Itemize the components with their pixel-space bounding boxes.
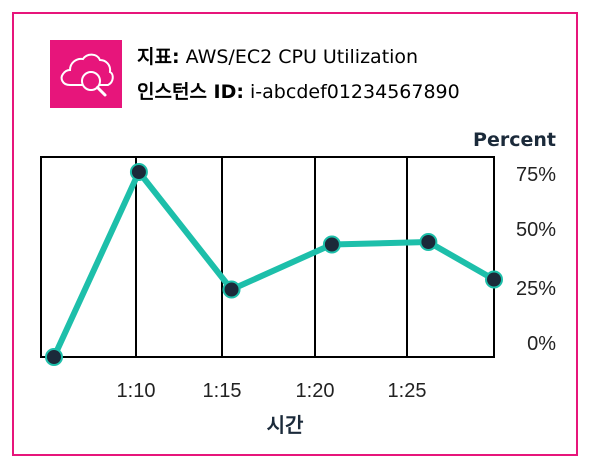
data-point [45, 348, 63, 366]
metric-label: 지표: [137, 46, 180, 68]
plot-area [40, 156, 495, 358]
data-point [129, 163, 148, 181]
x-axis-title: 시간 [267, 413, 304, 437]
x-tick-labels: 1:10 1:15 1:20 1:25 [117, 380, 427, 402]
y-tick-label: 25% [516, 278, 556, 300]
y-tick-label: 75% [516, 164, 556, 186]
data-point [322, 235, 341, 254]
instance-label: 인스턴스 ID: [137, 81, 244, 103]
series-line [51, 169, 497, 360]
x-tick-label: 1:15 [203, 380, 242, 402]
y-tick-label: 0% [527, 333, 556, 355]
y-tick-labels: 0% 25% 50% 75% [516, 164, 556, 355]
data-points [45, 163, 503, 366]
y-tick-label: 50% [516, 219, 556, 241]
x-tick-label: 1:10 [117, 380, 156, 402]
data-point [419, 233, 438, 251]
cloud-search-icon [50, 40, 122, 108]
data-point [485, 270, 503, 289]
metric-row: 지표: AWS/EC2 CPU Utilization [137, 42, 418, 69]
y-axis-title: Percent [473, 129, 556, 151]
metric-value: AWS/EC2 CPU Utilization [185, 46, 419, 68]
grid-lines [135, 157, 408, 357]
data-point [222, 280, 241, 299]
x-tick-label: 1:25 [388, 380, 427, 402]
instance-row: 인스턴스 ID: i-abcdef01234567890 [137, 77, 460, 104]
instance-value: i-abcdef01234567890 [250, 81, 460, 103]
x-tick-label: 1:20 [296, 380, 335, 402]
